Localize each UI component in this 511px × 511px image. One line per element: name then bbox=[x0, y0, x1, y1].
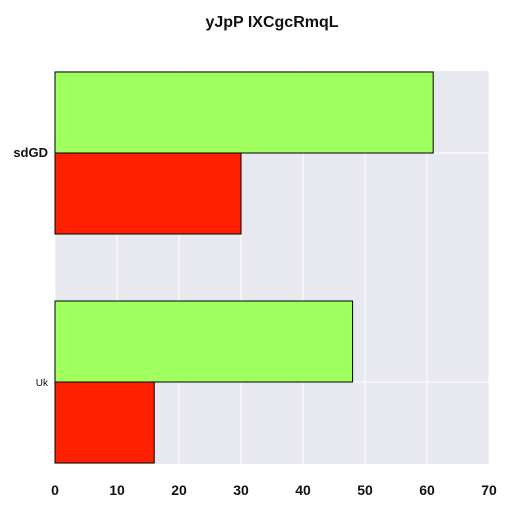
x-tick-label: 40 bbox=[295, 482, 311, 498]
bar-Uk-series-2 bbox=[54, 381, 155, 464]
bar-sdGD-series-2 bbox=[54, 152, 242, 235]
bar-sdGD-series-1 bbox=[54, 71, 434, 154]
x-tick-label: 0 bbox=[51, 482, 59, 498]
x-tick-label: 30 bbox=[233, 482, 249, 498]
y-category-label: Uk bbox=[36, 378, 49, 389]
x-tick-label: 10 bbox=[109, 482, 125, 498]
x-tick-label: 50 bbox=[357, 482, 373, 498]
plot-area: 0 10 20 30 40 50 60 70 sdGD Uk bbox=[13, 71, 497, 498]
x-tick-label: 60 bbox=[419, 482, 435, 498]
x-tick-label: 70 bbox=[481, 482, 497, 498]
bar-Uk-series-1 bbox=[54, 300, 354, 383]
y-category-label: sdGD bbox=[13, 145, 48, 160]
chart-title: yJpP IXCgcRmqL bbox=[205, 14, 338, 31]
x-tick-label: 20 bbox=[171, 482, 187, 498]
